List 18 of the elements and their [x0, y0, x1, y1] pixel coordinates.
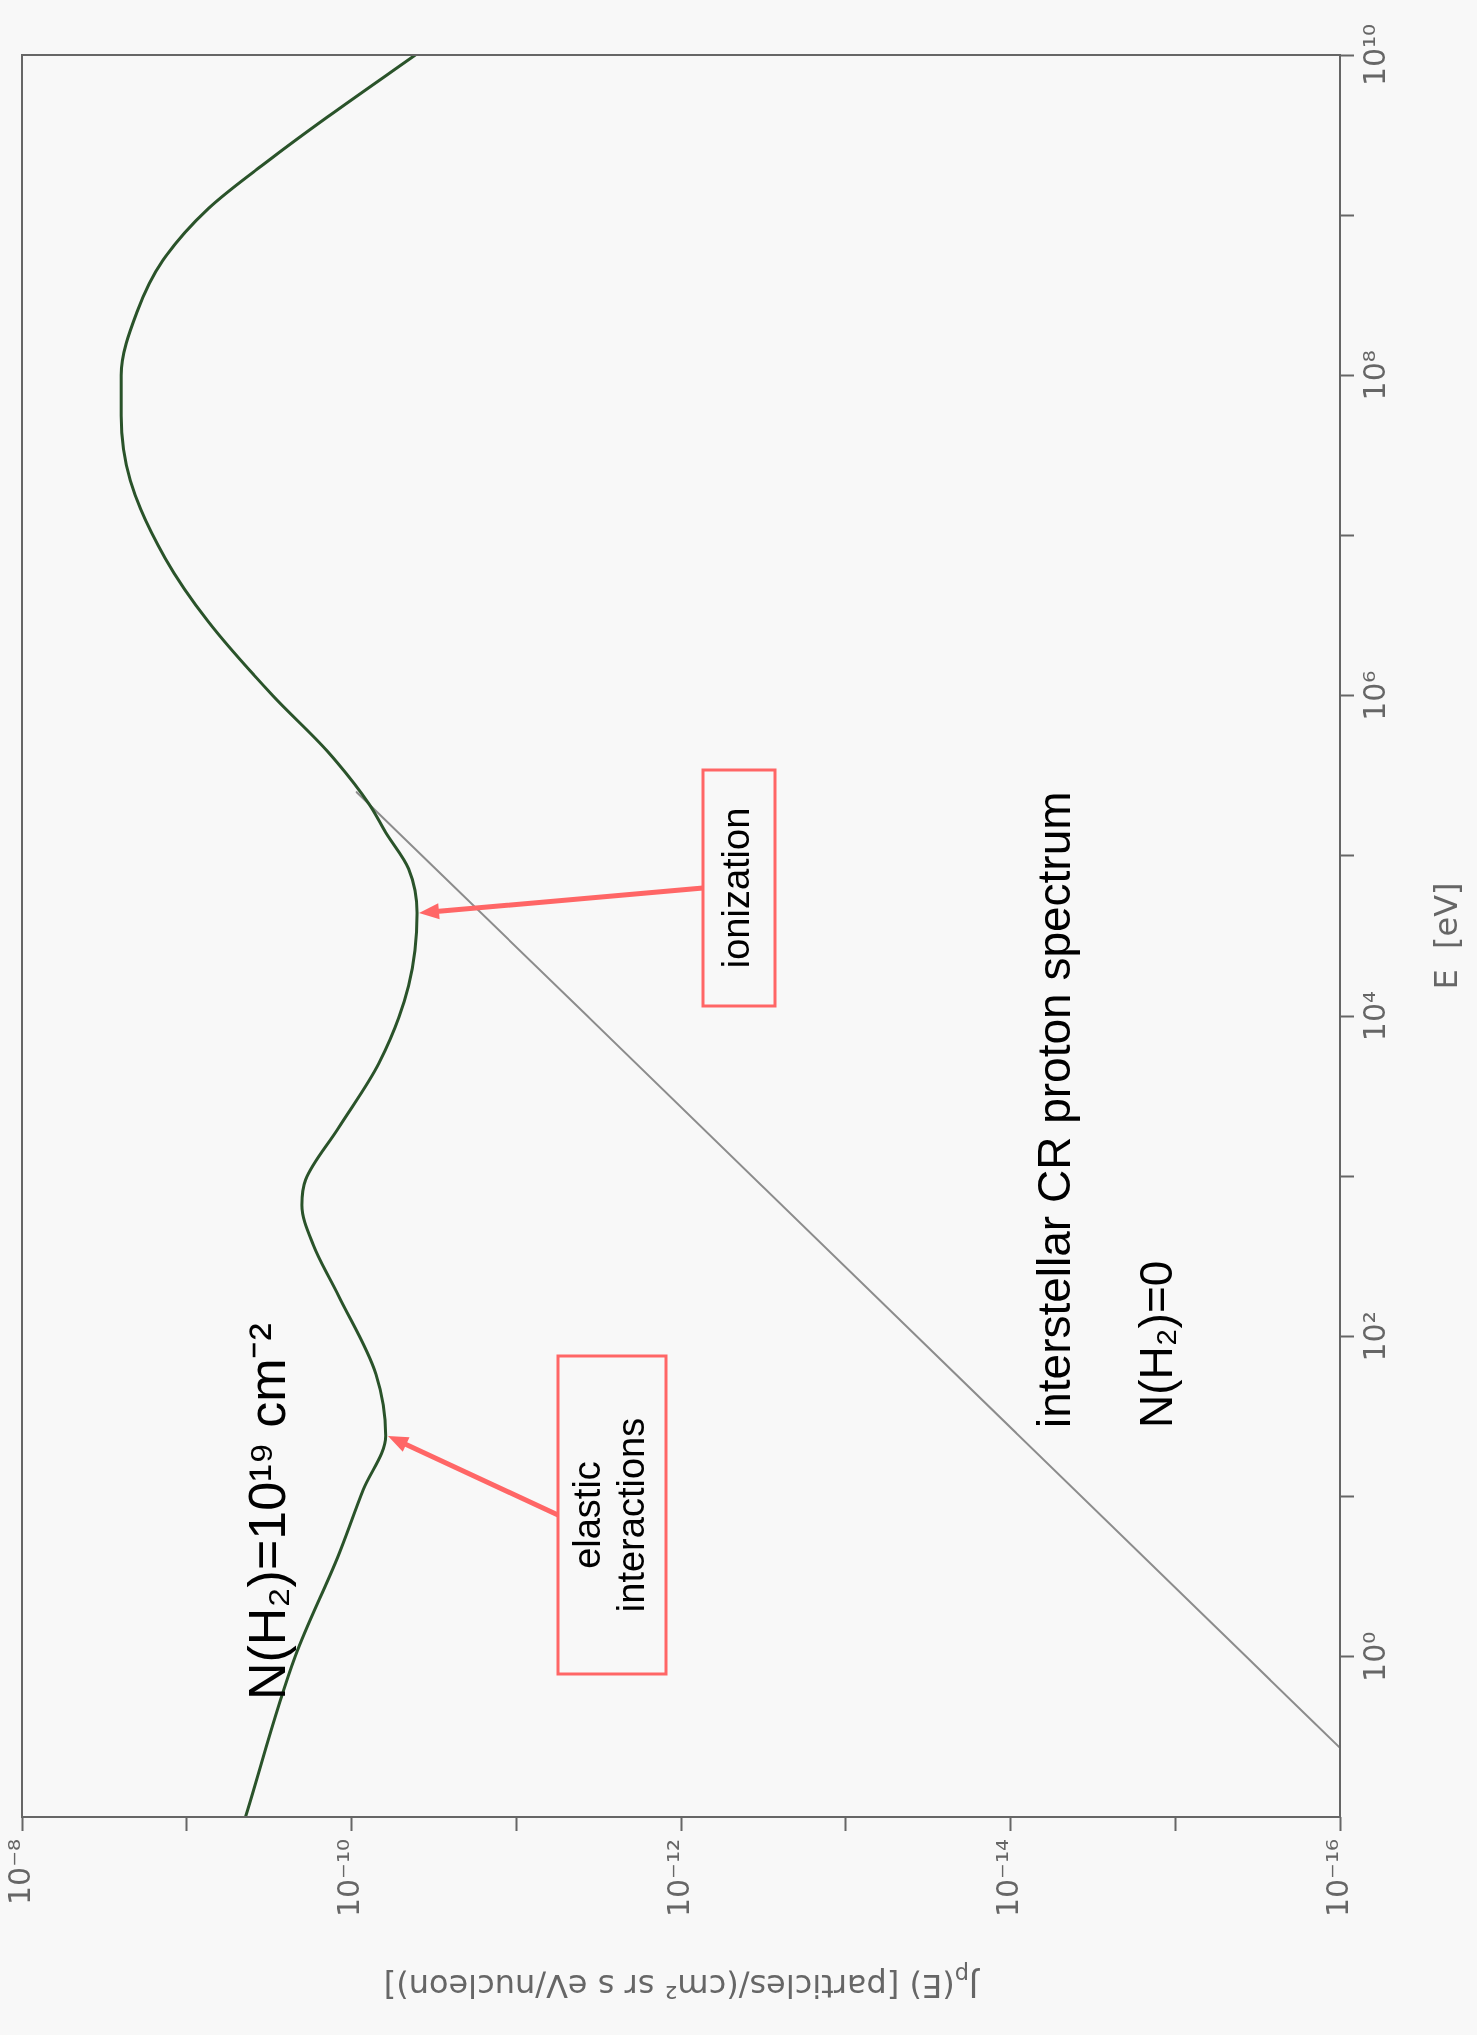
- x-tick-label: 10⁻⁸: [1, 1839, 37, 1906]
- y-tick-label: 10²: [1356, 1311, 1392, 1362]
- annotation: ionization: [715, 807, 757, 969]
- annotation: elastic interactions: [566, 1417, 652, 1613]
- annotation: interstellar CR proton spectrum: [1028, 791, 1080, 1428]
- y-tick-label: 10⁴: [1356, 990, 1392, 1042]
- x-tick-label: 10⁻¹⁴: [990, 1839, 1026, 1918]
- x-axis-title: Jp(E) [particles/(cm² sr s eV/nucleon)]: [383, 1962, 981, 2005]
- y-axis-title: E [eV]: [1427, 882, 1465, 990]
- y-tick-label: 10⁶: [1356, 670, 1392, 721]
- text: N(H₂)=10¹⁹ cm⁻²: [238, 1323, 296, 1700]
- y-tick-label: 10⁰: [1356, 1631, 1392, 1682]
- text: N(H₂)=0: [1130, 1260, 1182, 1428]
- x-tick-label: 10⁻¹⁰: [331, 1839, 367, 1918]
- x-tick-label: 10⁻¹⁶: [1319, 1839, 1355, 1918]
- y-tick-label: 10⁸: [1356, 350, 1392, 401]
- x-tick-label: 10⁻¹²: [660, 1839, 696, 1918]
- y-tick-label: 10¹⁰: [1356, 23, 1392, 87]
